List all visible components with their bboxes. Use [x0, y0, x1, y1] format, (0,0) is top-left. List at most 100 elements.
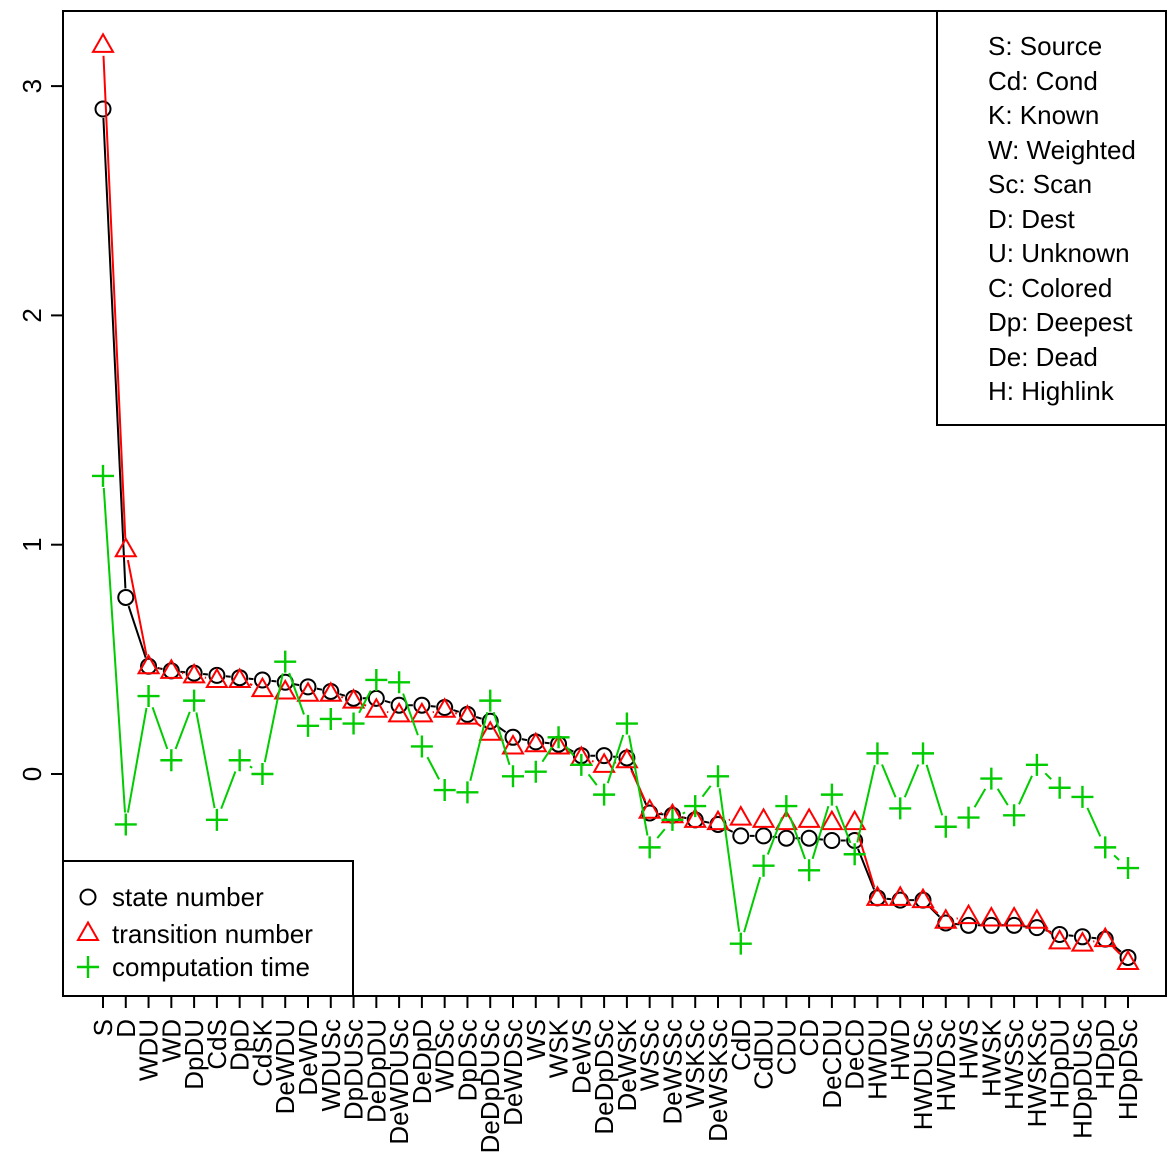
data-point-transition-number: [1070, 931, 1095, 952]
data-point-computation-time: [228, 749, 251, 772]
data-point-transition-number: [615, 747, 639, 769]
data-point-transition-number: [934, 908, 958, 929]
data-point-computation-time: [752, 854, 775, 877]
abbrev-entry: S: Source: [988, 31, 1102, 61]
data-point-computation-time: [183, 689, 206, 712]
data-point-transition-number: [319, 681, 343, 702]
data-point-computation-time: [410, 735, 433, 758]
series-transition-number: [91, 32, 1140, 971]
data-point-computation-time: [251, 763, 274, 785]
x-tick-label: DeDpDU: [361, 1019, 391, 1123]
data-point-computation-time: [1094, 836, 1117, 859]
data-point-transition-number: [387, 701, 411, 723]
data-point-computation-time: [114, 813, 137, 836]
x-tick-label: CDU: [771, 1019, 801, 1075]
data-point-transition-number: [729, 805, 753, 826]
x-tick-label: DeWSSc: [657, 1019, 687, 1124]
data-point-state-number: [413, 696, 431, 714]
x-tick-label: HDpDU: [1045, 1019, 1075, 1109]
data-point-computation-time: [570, 753, 593, 776]
data-point-computation-time: [638, 836, 661, 859]
abbrev-entry: W: Weighted: [988, 135, 1136, 165]
data-point-transition-number: [501, 733, 525, 755]
data-point-transition-number: [683, 807, 707, 828]
data-point-computation-time: [934, 815, 957, 838]
data-point-transition-number: [637, 798, 662, 819]
x-tick-label: DeWSKSc: [703, 1019, 733, 1142]
data-point-state-number: [481, 712, 499, 730]
x-tick-label: CD: [794, 1019, 824, 1057]
data-point-computation-time: [479, 689, 502, 712]
data-point-transition-number: [1025, 908, 1049, 929]
data-point-computation-time: [775, 795, 798, 818]
abbrev-entry: Dp: Deepest: [988, 307, 1133, 337]
data-point-computation-time: [160, 749, 183, 772]
series-line-computation-time: [102, 487, 1120, 933]
data-point-computation-time: [1025, 753, 1048, 776]
data-point-computation-time: [889, 797, 912, 820]
x-tick-label: DeDpDUSc: [475, 1019, 505, 1153]
data-point-state-number: [755, 827, 773, 845]
data-point-computation-time: [92, 464, 114, 487]
x-tick-label: CdDU: [749, 1019, 779, 1090]
x-tick-label: WDU: [134, 1019, 164, 1081]
y-tick-label: 3: [17, 79, 47, 93]
data-point-transition-number: [205, 667, 229, 688]
data-point-computation-time: [388, 671, 411, 694]
data-point-transition-number: [91, 32, 115, 53]
x-tick-label: DpDUSc: [339, 1019, 369, 1120]
x-tick-label: CdD: [726, 1019, 756, 1071]
data-point-state-number: [504, 728, 522, 746]
data-point-computation-time: [707, 765, 729, 788]
data-point-computation-time: [661, 808, 684, 831]
data-point-transition-number: [296, 681, 320, 702]
data-point-transition-number: [364, 697, 389, 718]
x-tick-label: WS: [521, 1019, 551, 1061]
data-point-state-number: [253, 671, 271, 689]
data-point-computation-time: [297, 714, 319, 737]
data-point-computation-time: [319, 707, 342, 730]
data-point-transition-number: [956, 903, 981, 925]
x-tick-label: DeWDU: [270, 1019, 300, 1114]
data-point-computation-time: [980, 767, 1003, 790]
x-tick-label: HDpD: [1090, 1019, 1120, 1090]
y-tick-label: 0: [17, 767, 47, 781]
data-point-transition-number: [865, 885, 890, 906]
x-tick-label: CdSK: [247, 1018, 277, 1087]
x-axis: SDWDUWDDpDUCdSDpDCdSKDeWDUDeWDWDUScDpDUS…: [88, 995, 1143, 1153]
data-point-transition-number: [432, 697, 457, 718]
data-point-transition-number: [751, 807, 776, 828]
data-point-computation-time: [912, 742, 934, 765]
x-tick-label: DeDpD: [407, 1019, 437, 1104]
y-tick-label: 2: [17, 308, 47, 322]
data-point-state-number: [94, 100, 112, 118]
data-point-transition-number: [842, 809, 867, 831]
x-tick-label: HWDU: [862, 1019, 892, 1100]
data-point-transition-number: [979, 905, 1004, 927]
data-point-computation-time: [1071, 785, 1094, 808]
data-point-state-number: [595, 747, 613, 765]
data-point-state-number: [299, 678, 317, 696]
data-point-state-number: [732, 827, 750, 845]
x-tick-label: WSKSc: [680, 1019, 710, 1109]
x-tick-label: WSK: [544, 1018, 574, 1078]
data-point-transition-number: [455, 704, 480, 725]
data-point-state-number: [1051, 926, 1069, 944]
data-point-computation-time: [820, 783, 843, 806]
data-point-computation-time: [593, 783, 616, 806]
data-point-transition-number: [410, 701, 434, 723]
data-point-computation-time: [729, 932, 752, 955]
x-tick-label: DeWD: [293, 1019, 323, 1096]
abbreviation-legend: S: Source Cd: Cond K: Known W: Weighted …: [936, 10, 1167, 426]
data-point-computation-time: [456, 781, 479, 804]
x-tick-label: HDpDUSc: [1067, 1019, 1097, 1139]
data-point-computation-time: [547, 726, 570, 749]
data-point-transition-number: [1047, 928, 1072, 950]
data-point-transition-number: [1002, 905, 1026, 927]
data-point-transition-number: [182, 662, 206, 684]
x-tick-label: WSSc: [635, 1019, 665, 1091]
data-point-transition-number: [592, 752, 616, 773]
abbrev-entry: U: Unknown: [988, 238, 1130, 268]
data-point-computation-time: [274, 650, 297, 673]
